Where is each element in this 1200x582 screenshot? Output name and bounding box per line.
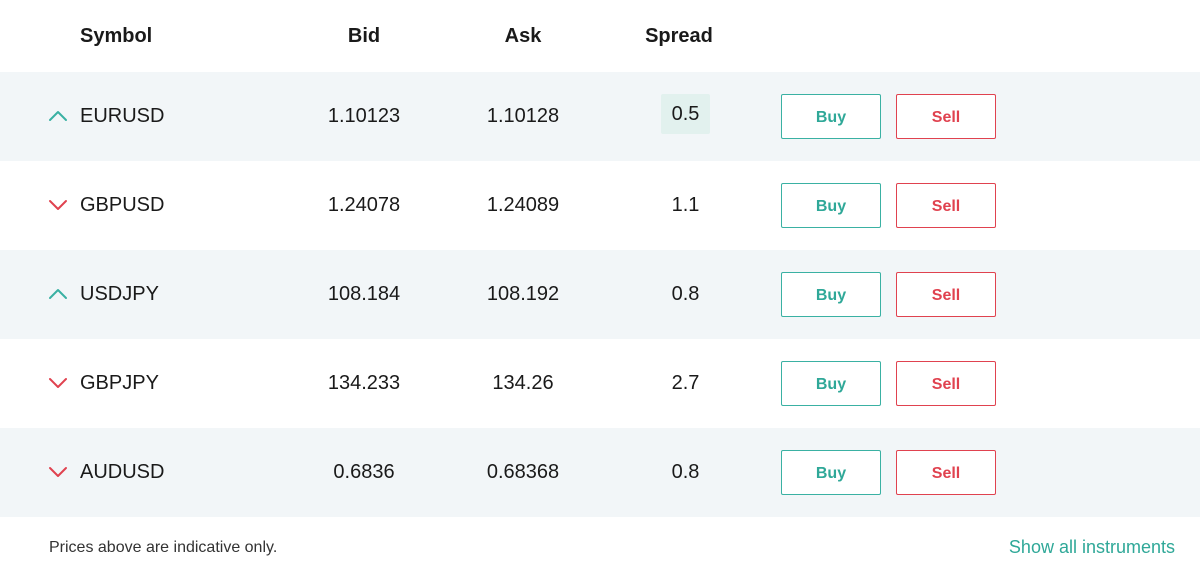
buy-button[interactable]: Buy xyxy=(781,183,881,228)
table-row: GBPUSD 1.24078 1.24089 1.1 Buy Sell xyxy=(0,161,1200,250)
buy-button[interactable]: Buy xyxy=(781,361,881,406)
ask-cell: 1.10128 xyxy=(486,105,560,127)
table-row: AUDUSD 0.6836 0.68368 0.8 Buy Sell xyxy=(0,428,1200,517)
symbol-cell: AUDUSD xyxy=(80,461,165,483)
symbol-cell: GBPUSD xyxy=(80,194,165,216)
buy-button[interactable]: Buy xyxy=(781,94,881,139)
chevron-down-icon xyxy=(48,197,68,213)
ask-cell: 0.68368 xyxy=(486,461,560,483)
sell-button[interactable]: Sell xyxy=(896,272,996,317)
table-row: USDJPY 108.184 108.192 0.8 Buy Sell xyxy=(0,250,1200,339)
spread-cell: 0.8 xyxy=(671,283,700,305)
sell-button[interactable]: Sell xyxy=(896,183,996,228)
column-header-symbol: Symbol xyxy=(80,25,153,47)
table-row: GBPJPY 134.233 134.26 2.7 Buy Sell xyxy=(0,339,1200,428)
ask-cell: 108.192 xyxy=(486,283,560,305)
bid-cell: 108.184 xyxy=(327,283,401,305)
spread-cell: 1.1 xyxy=(671,194,700,216)
table-header: Symbol Bid Ask Spread xyxy=(0,0,1200,72)
column-header-bid: Bid xyxy=(347,25,381,47)
table-row: EURUSD 1.10123 1.10128 0.5 Buy Sell xyxy=(0,72,1200,161)
bid-cell: 0.6836 xyxy=(333,461,395,483)
symbol-cell: EURUSD xyxy=(80,105,165,127)
chevron-up-icon xyxy=(48,108,68,124)
chevron-up-icon xyxy=(48,286,68,302)
table-footer: Prices above are indicative only. Show a… xyxy=(0,517,1200,582)
column-header-ask: Ask xyxy=(504,25,542,47)
sell-button[interactable]: Sell xyxy=(896,94,996,139)
spread-cell: 0.8 xyxy=(671,461,700,483)
buy-button[interactable]: Buy xyxy=(781,272,881,317)
sell-button[interactable]: Sell xyxy=(896,361,996,406)
spread-cell: 2.7 xyxy=(671,372,700,394)
ask-cell: 134.26 xyxy=(492,372,554,394)
spread-cell: 0.5 xyxy=(661,94,710,134)
bid-cell: 1.10123 xyxy=(327,105,401,127)
sell-button[interactable]: Sell xyxy=(896,450,996,495)
buy-button[interactable]: Buy xyxy=(781,450,881,495)
bid-cell: 134.233 xyxy=(327,372,401,394)
symbol-cell: USDJPY xyxy=(80,283,159,305)
ask-cell: 1.24089 xyxy=(486,194,560,216)
chevron-down-icon xyxy=(48,464,68,480)
bid-cell: 1.24078 xyxy=(327,194,401,216)
table-body: EURUSD 1.10123 1.10128 0.5 Buy Sell GBPUSD 1.24… xyxy=(0,72,1200,517)
column-header-spread: Spread xyxy=(645,25,713,47)
show-all-instruments-link[interactable]: Show all instruments xyxy=(1008,537,1175,557)
symbol-cell: GBPJPY xyxy=(80,372,159,394)
chevron-down-icon xyxy=(48,375,68,391)
indicative-prices-note: Prices above are indicative only. xyxy=(49,539,278,556)
